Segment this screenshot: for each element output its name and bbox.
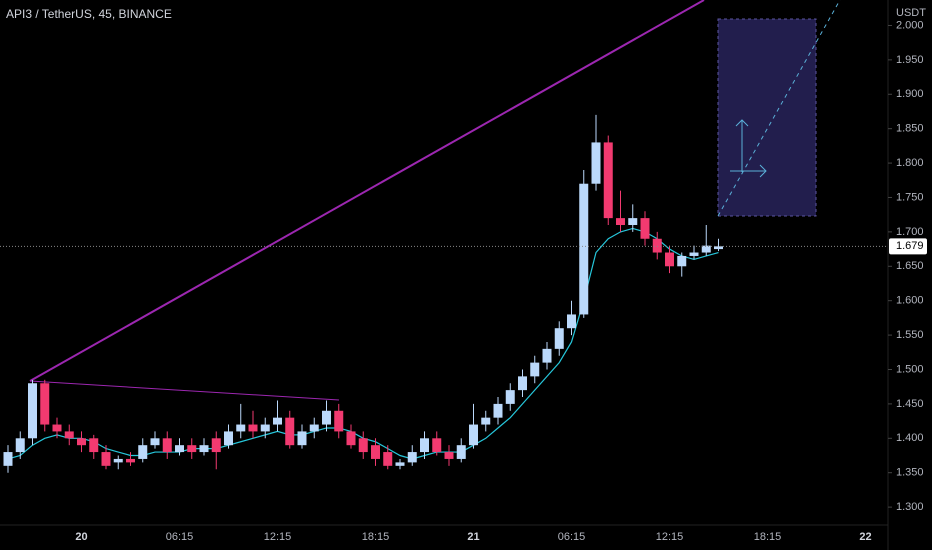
candle-body [285,417,295,446]
projection-arrows [730,119,767,178]
y-tick-label: 1.550 [896,329,924,341]
candle-body [113,458,123,463]
candle-body [236,424,246,432]
candle-body [701,245,711,253]
y-tick-label: 1.450 [896,398,924,410]
candle-body [40,383,50,425]
candle-body [89,438,99,453]
candle-body [297,431,307,446]
candle-body [358,438,368,453]
candle-body [542,348,552,363]
candle-body [628,218,638,225]
candle-body [640,218,650,239]
y-tick-label: 1.700 [896,226,924,238]
candle-body [322,410,331,425]
candle-body [15,438,25,453]
trend-line [29,0,705,382]
candle-body [64,431,74,439]
projection-box [717,18,817,217]
candle-body [407,452,417,463]
projection-line [717,0,841,217]
x-tick-label: 18:15 [754,531,782,543]
candle-body [689,252,699,256]
trend-line [29,380,340,401]
y-tick-label: 1.800 [896,157,924,169]
candle-body [652,238,662,253]
y-tick-label: 2.000 [896,19,924,31]
candle-body [150,438,160,446]
y-tick-label: 1.300 [896,501,924,513]
x-tick-label: 18:15 [362,531,390,543]
x-tick-label: 12:15 [264,531,292,543]
candle-body [444,452,454,459]
chart-title: API3 / TetherUS, 45, BINANCE [6,7,172,21]
y-tick-label: 1.600 [896,295,924,307]
candle-body [383,452,393,466]
candle-body [211,438,221,453]
x-tick-label: 22 [859,531,871,543]
candle-body [77,438,86,446]
candle-body [273,417,282,425]
candle-body [371,445,380,459]
x-tick-label: 21 [467,531,479,543]
candle-body [505,390,515,404]
candle-body [530,362,540,377]
candle-body [224,431,233,446]
candle-body [3,452,13,466]
candle-body [248,424,258,432]
x-tick-label: 20 [75,531,87,543]
candle-body [616,218,625,225]
candle-body [665,252,674,267]
y-tick-label: 1.400 [896,432,924,444]
y-tick-label: 1.650 [896,260,924,272]
candle-body [187,445,197,453]
y-tick-label: 1.350 [896,467,924,479]
x-tick-label: 06:15 [558,531,586,543]
candle-body [28,383,37,439]
x-tick-label: 06:15 [166,531,194,543]
y-tick-label: 1.850 [896,123,924,135]
candle-body [677,255,687,267]
candle-body [260,424,270,432]
candle-body [432,438,442,453]
y-tick-label: 1.950 [896,54,924,66]
candle-body [309,424,319,432]
candle-body [554,328,564,349]
candle-body [395,462,405,466]
y-tick-label: 1.500 [896,363,924,375]
last-price-label: 1.679 [896,240,924,252]
candle-body [346,431,356,446]
candle-body [469,424,478,446]
candle-body [162,438,172,453]
x-tick-label: 12:15 [656,531,684,543]
candle-body [493,403,503,418]
candle-body [334,410,344,432]
candle-body [591,142,601,184]
y-tick-label: 1.900 [896,88,924,100]
candle-body [175,445,184,453]
candle-body [52,424,62,432]
y-axis-label: USDT [896,7,926,19]
candle-body [714,246,723,250]
candle-body [420,438,429,453]
candle-body [456,445,466,459]
y-tick-label: 1.750 [896,191,924,203]
candle-body [199,445,209,453]
candle-body [101,452,111,466]
candle-body [481,417,491,425]
candle-body [603,142,613,219]
candle-body [518,376,527,391]
candle-body [579,183,589,315]
candle-body [567,314,576,329]
last-price-tag [889,238,927,255]
candle-body [138,445,148,459]
candle-body [126,458,135,463]
